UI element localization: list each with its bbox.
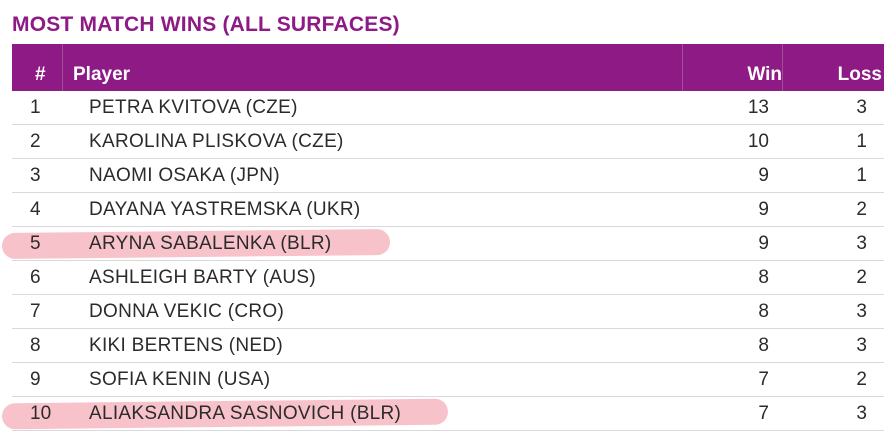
win-cell: 8 [758, 267, 769, 288]
player-cell: SOFIA KENIN (USA) [89, 369, 271, 390]
table-body: 1 PETRA KVITOVA (CZE) 13 3 2 KAROLINA PLISKOV… [1, 91, 884, 431]
table-row: 8 KIKI BERTENS (NED) 8 3 [12, 329, 884, 363]
rank-cell: 4 [30, 199, 41, 220]
table-row: 5 ARYNA SABALENKA (BLR) 9 3 [1, 227, 884, 261]
header-win: Win [747, 64, 782, 85]
header-divider [682, 44, 683, 91]
player-cell: PETRA KVITOVA (CZE) [89, 97, 298, 118]
header-player: Player [73, 64, 131, 85]
player-cell: DONNA VEKIC (CRO) [89, 301, 285, 322]
match-wins-table: # Player Win Loss 1 PETRA KVITOVA (CZE) 13… [1, 44, 884, 431]
rank-cell: 2 [30, 131, 41, 152]
player-cell: KIKI BERTENS (NED) [89, 335, 284, 356]
table-row: 9 SOFIA KENIN (USA) 7 2 [12, 363, 884, 397]
table-row: 10 ALIAKSANDRA SASNOVICH (BLR) 7 3 [1, 397, 884, 431]
player-cell: NAOMI OSAKA (JPN) [89, 165, 280, 186]
rank-cell: 5 [30, 233, 41, 254]
table-title: MOST MATCH WINS (ALL SURFACES) [12, 13, 400, 36]
header-divider [782, 44, 783, 91]
table-row: 3 NAOMI OSAKA (JPN) 9 1 [12, 159, 884, 193]
player-cell: ALIAKSANDRA SASNOVICH (BLR) [89, 403, 402, 424]
win-cell: 7 [758, 403, 769, 424]
win-cell: 10 [747, 131, 769, 152]
rank-cell: 7 [30, 301, 41, 322]
player-cell: ARYNA SABALENKA (BLR) [89, 233, 332, 254]
loss-cell: 3 [856, 301, 867, 322]
loss-cell: 2 [856, 369, 867, 390]
rank-cell: 6 [30, 267, 41, 288]
loss-cell: 1 [856, 131, 867, 152]
loss-cell: 3 [856, 403, 867, 424]
rank-cell: 1 [30, 97, 41, 118]
loss-cell: 3 [856, 233, 867, 254]
rank-cell: 8 [30, 335, 41, 356]
header-divider [62, 44, 63, 91]
loss-cell: 3 [856, 97, 867, 118]
table-row: 6 ASHLEIGH BARTY (AUS) 8 2 [12, 261, 884, 295]
rank-cell: 9 [30, 369, 41, 390]
table-row: 7 DONNA VEKIC (CRO) 8 3 [12, 295, 884, 329]
win-cell: 8 [758, 335, 769, 356]
win-cell: 8 [758, 301, 769, 322]
player-cell: ASHLEIGH BARTY (AUS) [89, 267, 317, 288]
table-row: 2 KAROLINA PLISKOVA (CZE) 10 1 [12, 125, 884, 159]
loss-cell: 3 [856, 335, 867, 356]
loss-cell: 2 [856, 267, 867, 288]
loss-cell: 2 [856, 199, 867, 220]
table-header: # Player Win Loss [12, 44, 884, 91]
win-cell: 9 [758, 233, 769, 254]
player-cell: DAYANA YASTREMSKA (UKR) [89, 199, 361, 220]
loss-cell: 1 [856, 165, 867, 186]
win-cell: 9 [758, 165, 769, 186]
win-cell: 13 [747, 97, 769, 118]
table-row: 1 PETRA KVITOVA (CZE) 13 3 [12, 91, 884, 125]
header-loss: Loss [837, 64, 882, 85]
table-row: 4 DAYANA YASTREMSKA (UKR) 9 2 [12, 193, 884, 227]
header-rank: # [35, 64, 46, 85]
rank-cell: 10 [30, 403, 52, 424]
win-cell: 9 [758, 199, 769, 220]
win-cell: 7 [758, 369, 769, 390]
rank-cell: 3 [30, 165, 41, 186]
player-cell: KAROLINA PLISKOVA (CZE) [89, 131, 344, 152]
